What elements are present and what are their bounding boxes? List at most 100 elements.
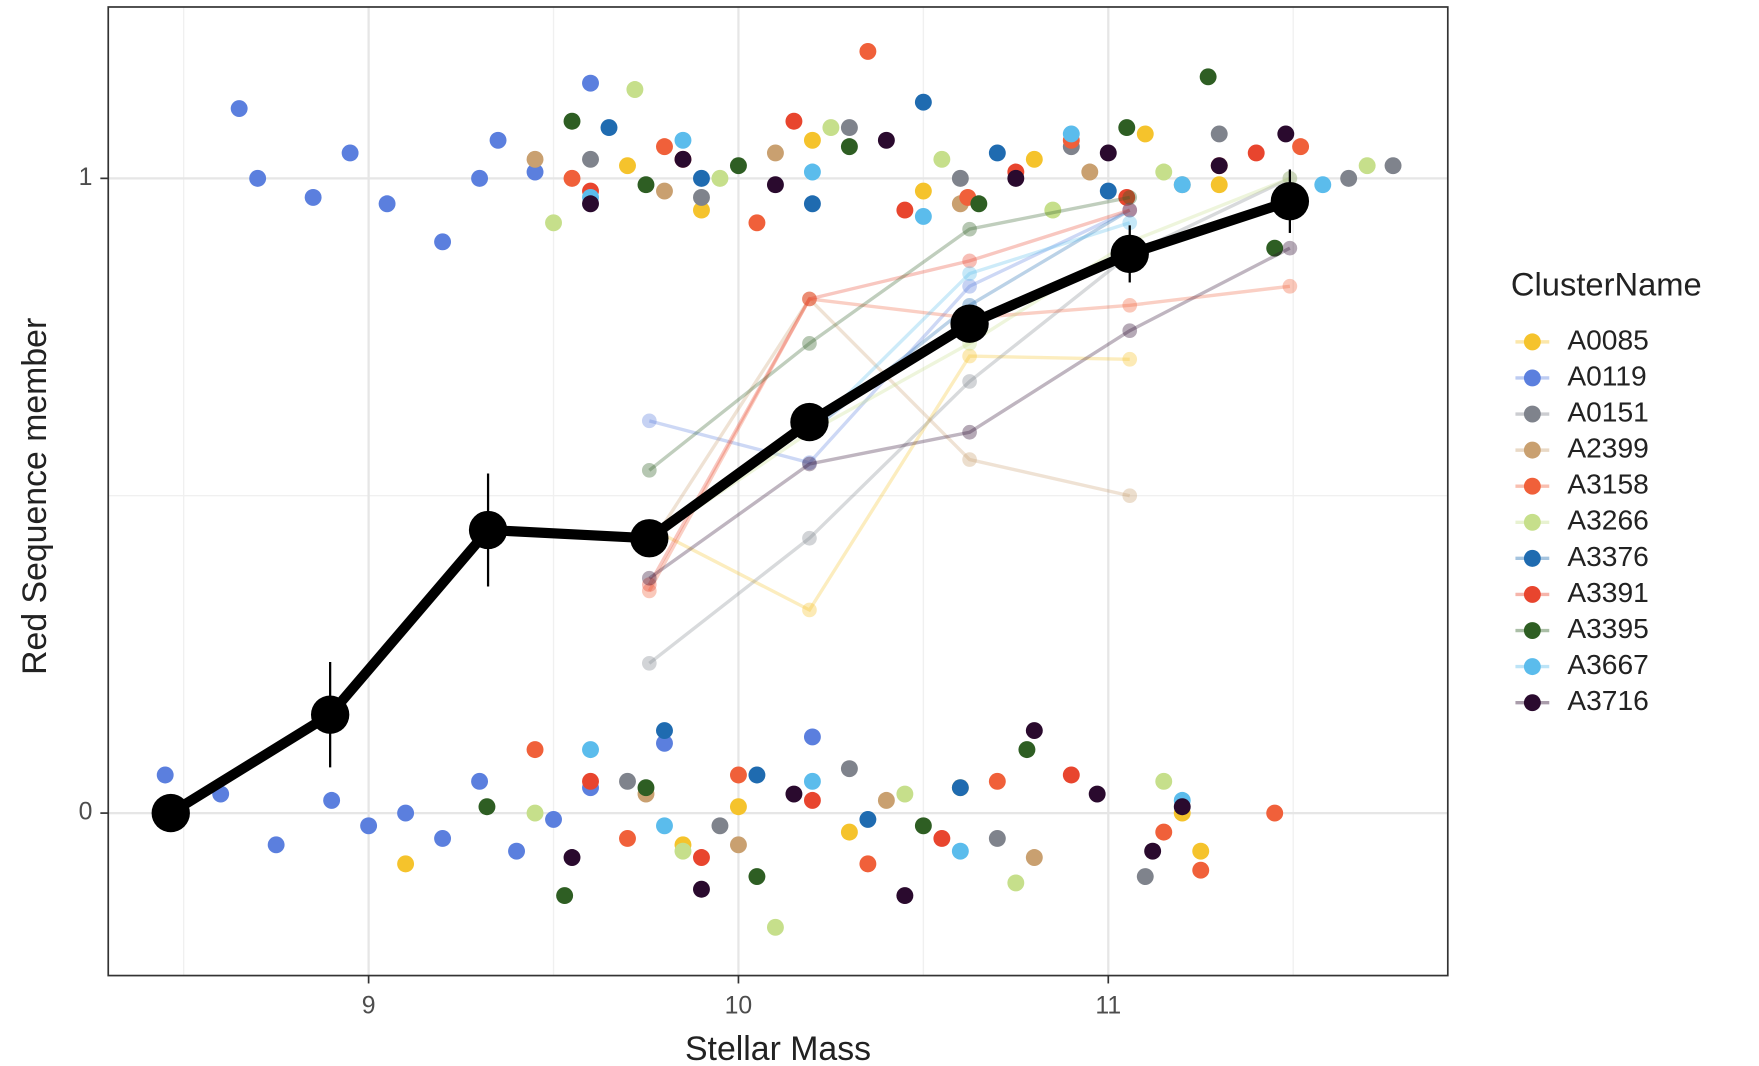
point (840, 119, 858, 137)
legend-title: ClusterName (1511, 265, 1702, 302)
point (1192, 842, 1210, 860)
legend-label: A3158 (1567, 468, 1648, 500)
point (526, 741, 544, 759)
point (803, 772, 821, 790)
point (748, 766, 766, 784)
point (693, 188, 710, 206)
point (526, 163, 544, 181)
point (729, 798, 747, 816)
point (914, 182, 932, 200)
mean-point (950, 304, 989, 343)
point (711, 169, 729, 187)
point (582, 741, 599, 759)
cluster-line-point (962, 253, 977, 269)
point (1314, 176, 1332, 194)
point (877, 131, 895, 149)
cluster-line-point (641, 655, 657, 671)
point (1062, 766, 1080, 784)
legend-label: A2399 (1567, 432, 1648, 464)
legend-swatch (1523, 477, 1541, 495)
cluster-line (648, 195, 1131, 472)
point (748, 214, 766, 232)
point (267, 836, 285, 854)
point (656, 817, 673, 835)
point (397, 804, 415, 822)
point (951, 779, 969, 797)
point (1210, 157, 1228, 175)
point (637, 176, 655, 194)
point (656, 734, 673, 752)
point (1007, 874, 1025, 892)
cluster-line-point (802, 291, 817, 307)
cluster-line-point (641, 583, 657, 599)
point (249, 169, 267, 187)
mean-point (630, 519, 669, 558)
mean-line (168, 196, 1292, 818)
point (304, 188, 322, 206)
cluster-line-point (641, 577, 657, 592)
point (526, 150, 544, 168)
point (729, 157, 747, 175)
point (785, 112, 803, 130)
point (674, 131, 692, 149)
point (1155, 823, 1173, 841)
cluster-line (647, 208, 1131, 586)
legend-swatch (1523, 333, 1541, 351)
point (674, 150, 692, 168)
mean-point (310, 695, 350, 734)
point (619, 772, 636, 790)
point (1210, 176, 1228, 194)
x-tick-label: 9 (362, 993, 376, 1020)
legend-label: A0119 (1567, 359, 1646, 391)
x-tick-label: 10 (725, 993, 753, 1020)
point (545, 214, 562, 232)
point (1199, 68, 1217, 86)
cluster-line-point (641, 570, 657, 586)
point (156, 766, 174, 784)
legend-swatch (1523, 369, 1541, 387)
point (434, 233, 452, 251)
point (803, 791, 821, 809)
legend-label: A3391 (1567, 576, 1648, 608)
point (896, 887, 914, 905)
point (693, 849, 710, 866)
cluster-line-point (802, 336, 817, 351)
point (840, 823, 858, 841)
mean-point (1110, 234, 1149, 274)
point (230, 100, 248, 118)
point (711, 817, 729, 835)
point (1044, 201, 1062, 219)
point (489, 131, 507, 149)
point (1384, 157, 1402, 175)
cluster-line-point (1282, 240, 1298, 256)
point (1292, 138, 1310, 156)
point (951, 842, 969, 860)
cluster-line-point (802, 291, 817, 307)
point (693, 880, 710, 898)
point (1266, 804, 1284, 822)
point (656, 138, 673, 156)
legend-swatch (1523, 694, 1541, 712)
cluster-line-point (802, 291, 817, 307)
point (563, 849, 581, 866)
point (729, 836, 747, 854)
point (951, 169, 969, 187)
cluster-line-point (962, 424, 977, 440)
point (1340, 169, 1358, 187)
legend-swatch (1523, 405, 1541, 423)
point (1144, 842, 1162, 860)
point (859, 855, 877, 873)
point (1192, 861, 1210, 879)
legend-label: A0085 (1567, 323, 1648, 355)
panel-border (107, 6, 1449, 977)
point (1062, 125, 1080, 143)
point (1018, 741, 1036, 759)
y-axis-title: Red Sequence member (16, 318, 54, 675)
point (1173, 176, 1191, 194)
point (729, 766, 747, 784)
cluster-line-point (1122, 202, 1138, 218)
point (556, 887, 574, 905)
cluster-line-point (962, 452, 977, 467)
point (803, 195, 821, 213)
point (674, 842, 692, 860)
